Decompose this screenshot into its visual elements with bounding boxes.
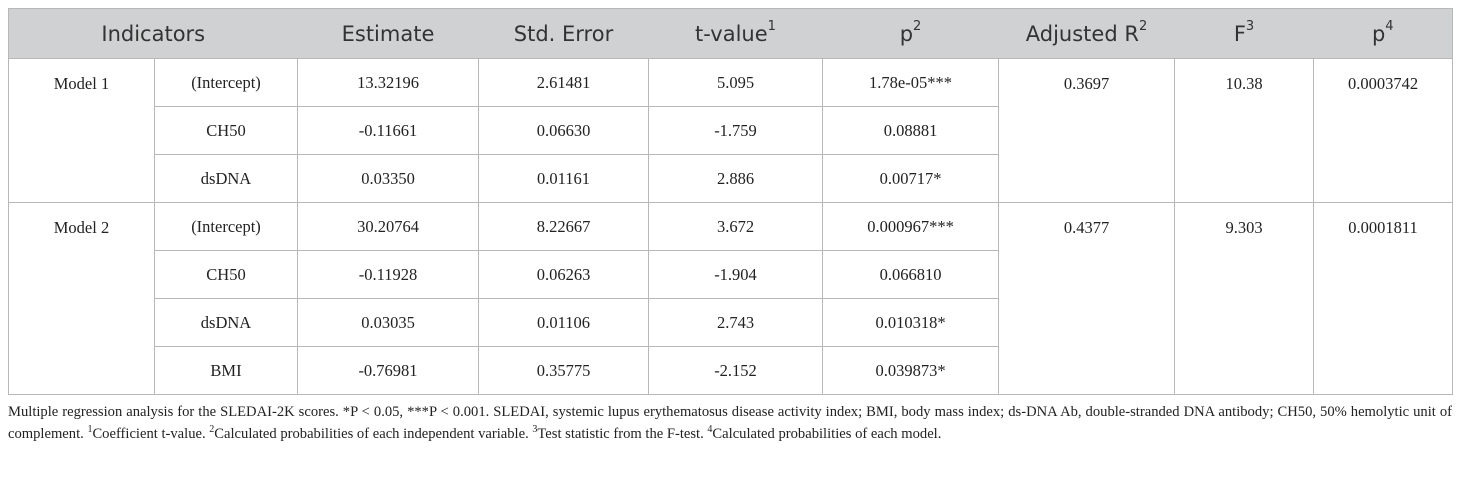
header-cell: Estimate — [297, 8, 479, 59]
header-text: Estimate — [341, 21, 435, 46]
footnote-text: Multiple regression analysis for the SLE… — [8, 404, 1452, 442]
header-text: Adjusted R — [1025, 21, 1139, 46]
cell: 0.000967*** — [822, 202, 999, 251]
cell: 0.039873* — [822, 346, 999, 395]
cell: 30.20764 — [297, 202, 479, 251]
header-sup: 1 — [767, 18, 776, 34]
cell: 0.010318* — [822, 298, 999, 347]
header-text: t-value — [695, 21, 768, 46]
cell: 0.01161 — [478, 154, 649, 203]
header-cell: t-value1 — [648, 8, 823, 59]
cell: 0.00717* — [822, 154, 999, 203]
cell: (Intercept) — [154, 58, 298, 107]
cell: 0.08881 — [822, 106, 999, 155]
cell: 0.03035 — [297, 298, 479, 347]
header-cell: p2 — [822, 8, 999, 59]
cell: -2.152 — [648, 346, 823, 395]
regression-table: Indicators Estimate Std. Error t-value1 p2 Ad… — [8, 8, 1453, 395]
model-cell: Model 1 — [8, 58, 155, 203]
header-row: Indicators Estimate Std. Error t-value1 p2 Ad… — [8, 8, 1453, 59]
table-wrap: Indicators Estimate Std. Error t-value1 p2 Ad… — [8, 8, 1453, 395]
footnote-sup: 4 — [707, 424, 713, 436]
table-row: Model 1 (Intercept) 13.32196 2.61481 5.095 1.… — [8, 58, 1453, 203]
footnote-text: Test statistic from the F-test. — [537, 426, 708, 442]
header-text: F — [1233, 21, 1246, 46]
header-sup: 4 — [1385, 18, 1394, 34]
header-text: p — [1371, 21, 1386, 46]
model-stat-cell: 0.4377 — [998, 202, 1175, 395]
cell: 1.78e-05*** — [822, 58, 999, 107]
cell: dsDNA — [154, 298, 298, 347]
header-sup: 2 — [1138, 18, 1148, 34]
model-stat-cell: 0.3697 — [998, 58, 1175, 203]
footnote-text: Coefficient t-value. — [92, 426, 210, 442]
cell: 8.22667 — [478, 202, 649, 251]
cell: 0.35775 — [478, 346, 649, 395]
table-row: BMI -0.76981 0.35775 -2.152 0.039873* — [9, 346, 1453, 395]
cell: 2.743 — [648, 298, 823, 347]
header-cell: F3 — [1174, 8, 1314, 59]
cell: 3.672 — [648, 202, 823, 251]
table-row: dsDNA 0.03350 0.01161 2.886 0.00717* — [9, 154, 1453, 203]
model-stat-cell: 0.0001811 — [1313, 202, 1453, 395]
cell: CH50 — [154, 250, 298, 299]
cell: 0.066810 — [822, 250, 999, 299]
header-sup: 2 — [913, 18, 922, 34]
cell: BMI — [154, 346, 298, 395]
footnote-sup: 2 — [209, 424, 215, 436]
cell: 0.06630 — [478, 106, 649, 155]
table-row: dsDNA 0.03035 0.01106 2.743 0.010318* — [9, 298, 1453, 347]
header-text: Std. Error — [513, 21, 614, 46]
header-cell: Indicators — [8, 8, 298, 59]
cell: 2.61481 — [478, 58, 649, 107]
table-body: Model 1 (Intercept) 13.32196 2.61481 5.095 1.… — [8, 58, 1453, 395]
header-cell: Std. Error — [478, 8, 649, 59]
footnote-sup: 3 — [532, 424, 538, 436]
cell: 0.01106 — [478, 298, 649, 347]
footnote-text: Calculated probabilities of each model. — [712, 426, 942, 442]
cell: -0.76981 — [297, 346, 479, 395]
cell: -1.904 — [648, 250, 823, 299]
header-text: Indicators — [101, 21, 206, 46]
model-cell: Model 2 — [8, 202, 155, 395]
cell: 0.06263 — [478, 250, 649, 299]
header-cell: p4 — [1313, 8, 1453, 59]
model-stat-cell: 10.38 — [1174, 58, 1314, 203]
cell: 0.03350 — [297, 154, 479, 203]
header-text: p — [899, 21, 914, 46]
cell: -0.11661 — [297, 106, 479, 155]
table-row: CH50 -0.11928 0.06263 -1.904 0.066810 — [9, 250, 1453, 299]
header-sup: 3 — [1245, 18, 1255, 34]
cell: (Intercept) — [154, 202, 298, 251]
model-stat-cell: 9.303 — [1174, 202, 1314, 395]
cell: 13.32196 — [297, 58, 479, 107]
table-row: Model 2 (Intercept) 30.20764 8.22667 3.672 0.… — [8, 202, 1453, 395]
cell: -0.11928 — [297, 250, 479, 299]
cell: dsDNA — [154, 154, 298, 203]
table-row: CH50 -0.11661 0.06630 -1.759 0.08881 — [9, 106, 1453, 155]
cell: 5.095 — [648, 58, 823, 107]
footnote: Multiple regression analysis for the SLE… — [8, 401, 1452, 445]
cell: -1.759 — [648, 106, 823, 155]
cell: 2.886 — [648, 154, 823, 203]
cell: CH50 — [154, 106, 298, 155]
footnote-text: Calculated probabilities of each indepen… — [214, 426, 533, 442]
footnote-sup: 1 — [87, 424, 93, 436]
model-stat-cell: 0.0003742 — [1313, 58, 1453, 203]
header-cell: Adjusted R2 — [998, 8, 1175, 59]
